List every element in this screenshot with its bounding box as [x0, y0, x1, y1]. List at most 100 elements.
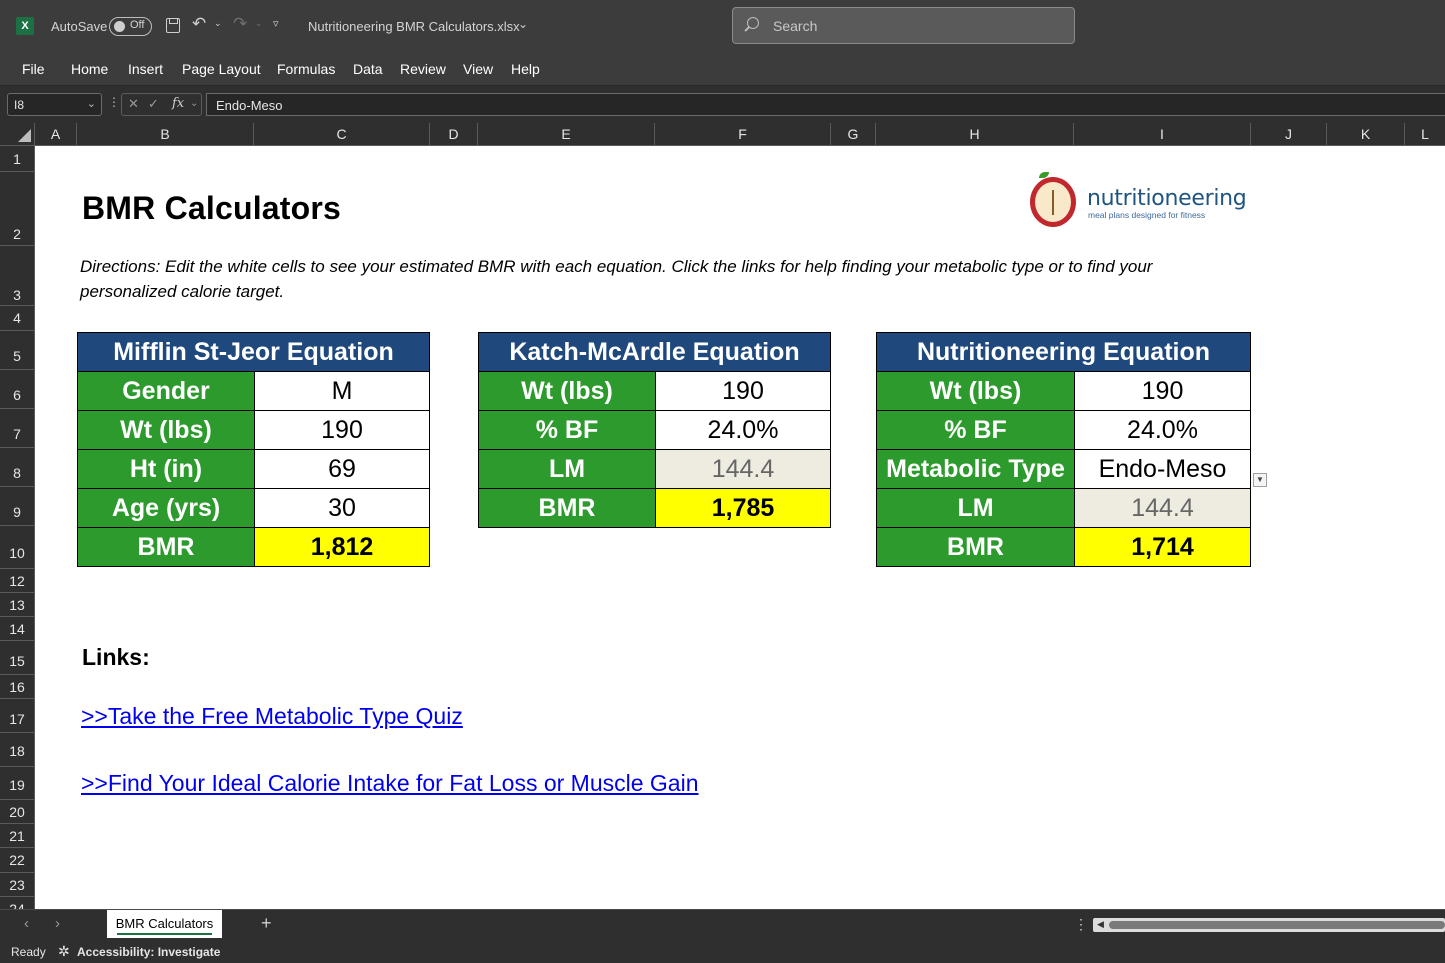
cell-dropdown-button[interactable]: ▼	[1253, 473, 1267, 487]
metabolic-type-select[interactable]: Endo-Meso	[1074, 449, 1251, 489]
save-icon[interactable]	[166, 18, 180, 33]
row-header[interactable]: 10	[0, 526, 34, 569]
row-header[interactable]: 19	[0, 767, 34, 800]
redo-dropdown-icon[interactable]: ⌄	[255, 18, 263, 28]
row-header[interactable]: 15	[0, 641, 34, 675]
column-header[interactable]: H	[876, 123, 1074, 146]
table-label[interactable]: LM	[876, 488, 1075, 528]
row-header[interactable]: 14	[0, 617, 34, 641]
calorie-intake-link[interactable]: >>Find Your Ideal Calorie Intake for Fat…	[81, 770, 699, 796]
row-header[interactable]: 16	[0, 675, 34, 699]
row-header[interactable]: 18	[0, 733, 34, 767]
table-label[interactable]: Ht (in)	[77, 449, 255, 489]
directions-text[interactable]: Directions: Edit the white cells to see …	[80, 257, 1153, 301]
worksheet[interactable]: BMR Calculators nutritioneering meal pla…	[35, 146, 1445, 909]
row-header[interactable]: 9	[0, 487, 34, 526]
table-label[interactable]: LM	[478, 449, 656, 489]
table-label[interactable]: % BF	[876, 410, 1075, 450]
more-options-icon[interactable]: ⋮	[1074, 916, 1088, 932]
table-label[interactable]: Age (yrs)	[77, 488, 255, 528]
weight-input[interactable]: 190	[1074, 371, 1251, 411]
bodyfat-input[interactable]: 24.0%	[1074, 410, 1251, 450]
row-header[interactable]: 4	[0, 306, 34, 331]
row-header[interactable]: 7	[0, 409, 34, 448]
accessibility-icon[interactable]: ✲	[58, 943, 70, 959]
search-box[interactable]: Search	[732, 7, 1075, 44]
bmr-result[interactable]: 1,714	[1074, 527, 1251, 567]
sheet-tab-bmr-calculators[interactable]: BMR Calculators	[107, 910, 222, 938]
accessibility-status[interactable]: Accessibility: Investigate	[77, 945, 221, 959]
chevron-left-icon[interactable]: ‹	[24, 915, 29, 932]
row-header[interactable]: 23	[0, 873, 34, 897]
column-header[interactable]: G	[831, 123, 876, 146]
table-label[interactable]: Wt (lbs)	[77, 410, 255, 450]
nutritioneering-logo[interactable]: nutritioneering meal plans designed for …	[1027, 170, 1257, 234]
column-header[interactable]: L	[1421, 126, 1429, 142]
column-header[interactable]: D	[430, 123, 478, 146]
cancel-icon[interactable]: ✕	[128, 96, 139, 111]
weight-input[interactable]: 190	[254, 410, 430, 450]
file-title[interactable]: Nutritioneering BMR Calculators.xlsx	[308, 19, 520, 34]
row-header[interactable]: 17	[0, 699, 34, 733]
metabolic-quiz-link[interactable]: >>Take the Free Metabolic Type Quiz	[81, 703, 463, 729]
links-heading[interactable]: Links:	[82, 644, 150, 670]
row-header[interactable]: 13	[0, 593, 34, 617]
tab-review[interactable]: Review	[400, 61, 446, 77]
lean-mass-value[interactable]: 144.4	[655, 449, 831, 489]
row-header[interactable]: 3	[0, 246, 34, 306]
height-input[interactable]: 69	[254, 449, 430, 489]
chevron-right-icon[interactable]: ›	[55, 915, 60, 932]
row-header[interactable]: 24	[0, 897, 34, 909]
check-icon[interactable]: ✓	[148, 96, 159, 111]
horizontal-scrollbar[interactable]: ◀	[1093, 918, 1445, 932]
column-header[interactable]: A	[35, 123, 77, 146]
customize-toolbar-icon[interactable]: ▿	[273, 18, 279, 30]
insert-function-icon[interactable]: fx	[172, 96, 185, 111]
chevron-down-icon[interactable]: ⌄	[518, 17, 529, 31]
undo-dropdown-icon[interactable]: ⌄	[214, 18, 222, 28]
table-label[interactable]: BMR	[77, 527, 255, 567]
bmr-result[interactable]: 1,812	[254, 527, 430, 567]
tab-home[interactable]: Home	[71, 61, 109, 77]
row-header[interactable]: 21	[0, 824, 34, 848]
autosave-toggle[interactable]: Off	[109, 17, 152, 36]
table-label[interactable]: BMR	[876, 527, 1075, 567]
row-header[interactable]: 2	[0, 172, 34, 246]
tab-formulas[interactable]: Formulas	[277, 61, 336, 77]
tab-insert[interactable]: Insert	[128, 61, 164, 77]
table-header[interactable]: Katch-McArdle Equation	[478, 332, 831, 372]
table-header[interactable]: Mifflin St-Jeor Equation	[77, 332, 430, 372]
gender-input[interactable]: M	[254, 371, 430, 411]
more-options-icon[interactable]: ⋮	[108, 95, 120, 109]
bmr-result[interactable]: 1,785	[655, 488, 831, 528]
table-label[interactable]: Wt (lbs)	[478, 371, 656, 411]
column-header[interactable]: E	[478, 123, 655, 146]
row-header[interactable]: 20	[0, 800, 34, 824]
column-header[interactable]: F	[655, 123, 831, 146]
scroll-left-icon[interactable]: ◀	[1097, 919, 1104, 929]
bodyfat-input[interactable]: 24.0%	[655, 410, 831, 450]
table-label[interactable]: Metabolic Type	[876, 449, 1075, 489]
row-header[interactable]: 8	[0, 448, 34, 487]
tab-page-layout[interactable]: Page Layout	[182, 61, 261, 77]
weight-input[interactable]: 190	[655, 371, 831, 411]
column-header[interactable]: B	[77, 123, 254, 146]
name-box[interactable]: I8 ⌄	[7, 93, 102, 116]
chevron-down-icon[interactable]: ⌄	[86, 98, 96, 110]
tab-file[interactable]: File	[22, 61, 45, 77]
row-header[interactable]: 12	[0, 569, 34, 593]
table-label[interactable]: BMR	[478, 488, 656, 528]
page-title[interactable]: BMR Calculators	[82, 190, 342, 226]
row-header[interactable]: 1	[0, 146, 34, 172]
column-header[interactable]: J	[1251, 123, 1327, 146]
lean-mass-value[interactable]: 144.4	[1074, 488, 1251, 528]
select-all-button[interactable]	[0, 123, 35, 146]
formula-input[interactable]: Endo-Meso	[206, 93, 1445, 116]
chevron-down-icon[interactable]: ⌄	[190, 98, 199, 109]
row-header[interactable]: 5	[0, 331, 34, 370]
add-sheet-button[interactable]: +	[261, 913, 272, 933]
row-header[interactable]: 22	[0, 848, 34, 873]
column-header[interactable]: K	[1327, 123, 1405, 146]
tab-view[interactable]: View	[463, 61, 494, 77]
undo-icon[interactable]: ↶	[192, 14, 207, 33]
